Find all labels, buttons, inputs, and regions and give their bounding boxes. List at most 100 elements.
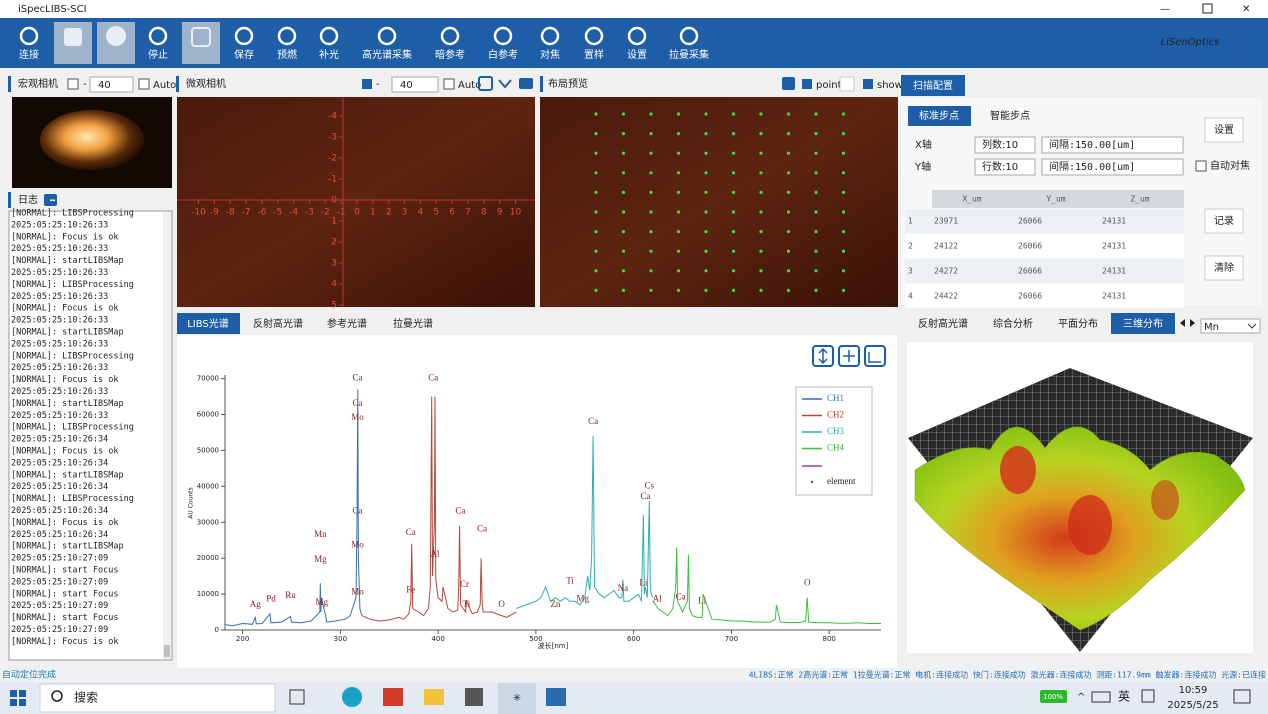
zoom-x-button[interactable] xyxy=(864,345,886,367)
toolbar-label[interactable]: 预燃 xyxy=(277,48,297,61)
toolbar-label[interactable]: 连接 xyxy=(19,48,39,61)
zoom-all-button[interactable] xyxy=(838,345,860,367)
toolbar-icon[interactable] xyxy=(148,26,168,46)
toolbar-label[interactable]: 对焦 xyxy=(540,48,560,61)
legend-label: CH3 xyxy=(827,426,845,436)
toolbar-icon[interactable] xyxy=(679,26,699,46)
checkbox[interactable] xyxy=(67,78,79,90)
toolbar-label[interactable]: 白参考 xyxy=(488,48,518,61)
checkbox[interactable] xyxy=(138,78,150,90)
toolbar-label[interactable]: 设置 xyxy=(627,49,647,61)
app-icon[interactable] xyxy=(383,688,403,706)
subtab-active[interactable] xyxy=(908,106,971,126)
scan-point xyxy=(759,210,763,214)
app-icon[interactable] xyxy=(465,688,483,706)
tab-scroll[interactable] xyxy=(1180,319,1195,327)
field-label: Y轴 xyxy=(914,160,931,173)
spinbox[interactable] xyxy=(974,136,1036,154)
tab-active[interactable] xyxy=(901,75,965,96)
notification-icon[interactable] xyxy=(1233,689,1251,704)
scan-point xyxy=(676,112,681,116)
ime-label[interactable]: 英 xyxy=(1118,690,1130,704)
app-icon[interactable] xyxy=(546,688,566,706)
toolbar-label[interactable]: 高光谱采集 xyxy=(362,48,412,61)
close-button[interactable]: ✕ xyxy=(1242,4,1250,15)
scan-point xyxy=(786,190,791,194)
search-box[interactable] xyxy=(39,683,276,713)
toolbar-icon[interactable] xyxy=(377,26,397,46)
app-active[interactable] xyxy=(498,683,536,714)
header-mark xyxy=(8,76,11,92)
toolbar-label[interactable]: 停止 xyxy=(148,48,168,61)
button[interactable] xyxy=(1204,208,1244,234)
separator: - xyxy=(376,79,380,90)
legend-label: element xyxy=(827,476,856,486)
zoom-y-button[interactable] xyxy=(812,345,834,367)
checkbox-checked[interactable] xyxy=(863,79,873,89)
subtab-label[interactable]: 智能步点 xyxy=(990,109,1030,122)
button[interactable] xyxy=(1204,255,1244,281)
spinbox[interactable] xyxy=(89,76,134,93)
minimize-button[interactable]: — xyxy=(1160,4,1170,15)
spinbox[interactable] xyxy=(1041,158,1184,176)
log-line: 2025:05:25:10:27:09 xyxy=(11,601,108,611)
task-view[interactable] xyxy=(289,689,305,705)
tab-label[interactable]: 三维分布 xyxy=(1123,317,1163,330)
tab-active[interactable] xyxy=(1111,313,1175,334)
start-button[interactable] xyxy=(10,690,26,706)
spinbox[interactable] xyxy=(391,76,439,93)
keyboard-icon[interactable] xyxy=(1091,691,1111,703)
toolbar-icon[interactable] xyxy=(440,26,460,46)
scan-point xyxy=(594,151,598,155)
log-line: [NORMAL]: start Focus xyxy=(11,589,118,599)
checkbox-checked[interactable] xyxy=(802,79,812,89)
tab-label[interactable]: 综合分析 xyxy=(993,317,1033,330)
tray-arrow[interactable]: ^ xyxy=(1077,692,1085,703)
element-label: O xyxy=(804,577,811,587)
toolbar-icon[interactable] xyxy=(584,26,604,46)
scan-point xyxy=(649,288,653,292)
scroll-thumb[interactable] xyxy=(164,645,170,657)
save-button[interactable] xyxy=(782,77,795,90)
focus-button[interactable] xyxy=(478,76,493,91)
button[interactable] xyxy=(1204,117,1244,143)
snapshot-button[interactable] xyxy=(519,78,533,89)
toolbar-label[interactable]: 拉曼采集 xyxy=(669,48,709,61)
color-box[interactable] xyxy=(839,76,855,92)
toolbar-label[interactable]: 保存 xyxy=(234,48,254,61)
toolbar-icon[interactable] xyxy=(19,26,39,46)
checkbox[interactable] xyxy=(443,78,455,90)
app-icon[interactable] xyxy=(424,689,444,705)
app-icon[interactable] xyxy=(342,687,362,707)
toolbar-icon[interactable] xyxy=(540,26,560,46)
toolbar-label[interactable]: 置样 xyxy=(584,48,604,61)
checkbox-checked[interactable] xyxy=(362,79,372,89)
element-select[interactable] xyxy=(1200,318,1261,334)
scan-point xyxy=(621,249,626,253)
maximize-button[interactable] xyxy=(1202,3,1213,14)
scan-point xyxy=(731,132,736,136)
tab-active[interactable] xyxy=(177,313,240,334)
tab-label[interactable]: 反射高光谱 xyxy=(253,317,303,330)
toolbar-icon[interactable] xyxy=(493,26,513,46)
toolbar-icon[interactable] xyxy=(627,26,647,46)
checkbox[interactable] xyxy=(1195,160,1207,172)
toolbar-icon[interactable] xyxy=(319,26,339,46)
toolbar-icon[interactable] xyxy=(277,26,297,46)
toolbar-label[interactable]: 暗参考 xyxy=(435,48,465,61)
scrollbar[interactable] xyxy=(163,212,171,659)
spinbox[interactable] xyxy=(974,158,1036,176)
toolbar-icon[interactable] xyxy=(234,26,254,46)
table-cell: 24131 xyxy=(1102,242,1126,251)
tab-label[interactable]: LIBS光谱 xyxy=(187,317,229,330)
spinbox[interactable] xyxy=(1041,136,1184,154)
ime-icon[interactable] xyxy=(1141,689,1155,703)
log-line: 2025:05:25:10:26:33 xyxy=(11,339,108,349)
scan-point xyxy=(841,190,846,194)
dropdown-button[interactable] xyxy=(498,79,512,89)
tab-label[interactable]: 平面分布 xyxy=(1058,318,1098,330)
tab-label[interactable]: 反射高光谱 xyxy=(918,317,968,330)
tab-label[interactable]: 拉曼光谱 xyxy=(393,317,433,330)
toolbar-label[interactable]: 补光 xyxy=(319,48,339,61)
tab-label[interactable]: 参考光谱 xyxy=(327,317,367,330)
